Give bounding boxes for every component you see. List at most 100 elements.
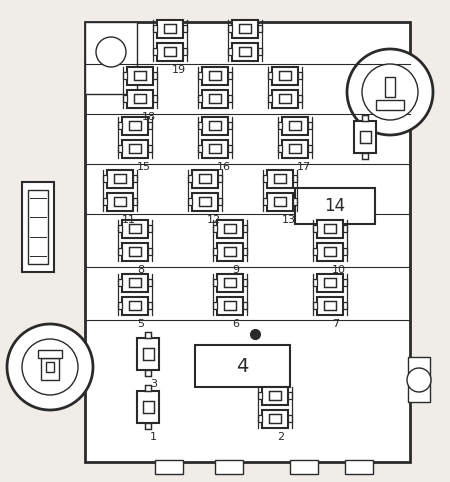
Circle shape: [347, 49, 433, 135]
Bar: [239, 47, 251, 56]
Bar: [243, 302, 247, 308]
Text: 1: 1: [150, 432, 157, 442]
Bar: [198, 72, 202, 79]
Bar: [258, 392, 262, 399]
Bar: [153, 95, 157, 102]
Circle shape: [407, 368, 431, 392]
Bar: [129, 301, 141, 310]
Bar: [129, 247, 141, 256]
Bar: [217, 219, 243, 238]
Bar: [385, 77, 395, 97]
Text: 14: 14: [324, 197, 346, 215]
Bar: [293, 175, 297, 182]
Bar: [199, 197, 211, 206]
Bar: [228, 72, 232, 79]
Bar: [279, 71, 291, 80]
Bar: [202, 67, 228, 84]
Bar: [243, 280, 247, 286]
Bar: [122, 139, 148, 158]
Bar: [343, 226, 347, 232]
Bar: [157, 42, 183, 61]
Bar: [209, 71, 221, 80]
Bar: [129, 121, 141, 130]
Bar: [123, 95, 127, 102]
Bar: [209, 94, 221, 103]
Bar: [317, 219, 343, 238]
Bar: [268, 95, 272, 102]
Bar: [217, 273, 243, 292]
Bar: [145, 332, 151, 338]
Bar: [345, 460, 373, 474]
Bar: [243, 248, 247, 254]
Bar: [198, 122, 202, 129]
Bar: [272, 90, 298, 107]
Circle shape: [22, 339, 78, 395]
Bar: [134, 94, 146, 103]
Bar: [228, 48, 232, 54]
Bar: [313, 248, 317, 254]
Bar: [317, 296, 343, 314]
Bar: [164, 24, 176, 33]
Bar: [129, 278, 141, 287]
Bar: [192, 170, 218, 187]
Bar: [188, 175, 192, 182]
Bar: [269, 414, 281, 423]
Bar: [145, 385, 151, 391]
Bar: [183, 26, 187, 32]
Text: 19: 19: [172, 65, 186, 75]
Bar: [38, 350, 62, 358]
Bar: [129, 144, 141, 153]
Bar: [199, 174, 211, 183]
Bar: [324, 301, 336, 310]
Bar: [22, 182, 54, 272]
Bar: [267, 170, 293, 187]
Bar: [262, 387, 288, 404]
Bar: [224, 247, 236, 256]
Bar: [122, 296, 148, 314]
Bar: [293, 199, 297, 205]
Bar: [145, 370, 151, 376]
Bar: [324, 278, 336, 287]
Bar: [278, 122, 282, 129]
Text: 6: 6: [232, 319, 239, 329]
Bar: [155, 460, 183, 474]
Bar: [103, 175, 107, 182]
Bar: [324, 247, 336, 256]
Text: 9: 9: [232, 265, 239, 275]
Bar: [278, 146, 282, 152]
Bar: [143, 402, 153, 413]
Text: 10: 10: [332, 265, 346, 275]
Bar: [188, 199, 192, 205]
Bar: [376, 100, 404, 110]
Bar: [122, 117, 148, 134]
Bar: [164, 47, 176, 56]
Bar: [137, 338, 159, 370]
Bar: [213, 280, 217, 286]
Bar: [202, 139, 228, 158]
Bar: [317, 273, 343, 292]
Bar: [317, 242, 343, 260]
Bar: [127, 90, 153, 107]
Bar: [258, 48, 262, 54]
Bar: [118, 146, 122, 152]
Text: 12: 12: [207, 215, 221, 225]
Bar: [107, 192, 133, 211]
Bar: [224, 224, 236, 233]
Bar: [288, 392, 292, 399]
Bar: [295, 188, 375, 224]
Bar: [228, 146, 232, 152]
Text: 8: 8: [137, 265, 144, 275]
Text: 4: 4: [236, 357, 249, 375]
Circle shape: [362, 64, 418, 120]
Bar: [198, 95, 202, 102]
Bar: [148, 122, 152, 129]
Bar: [213, 302, 217, 308]
Bar: [228, 95, 232, 102]
Bar: [313, 226, 317, 232]
Bar: [118, 248, 122, 254]
Bar: [198, 146, 202, 152]
Bar: [148, 146, 152, 152]
Bar: [133, 175, 137, 182]
Bar: [41, 358, 59, 380]
Bar: [274, 197, 286, 206]
